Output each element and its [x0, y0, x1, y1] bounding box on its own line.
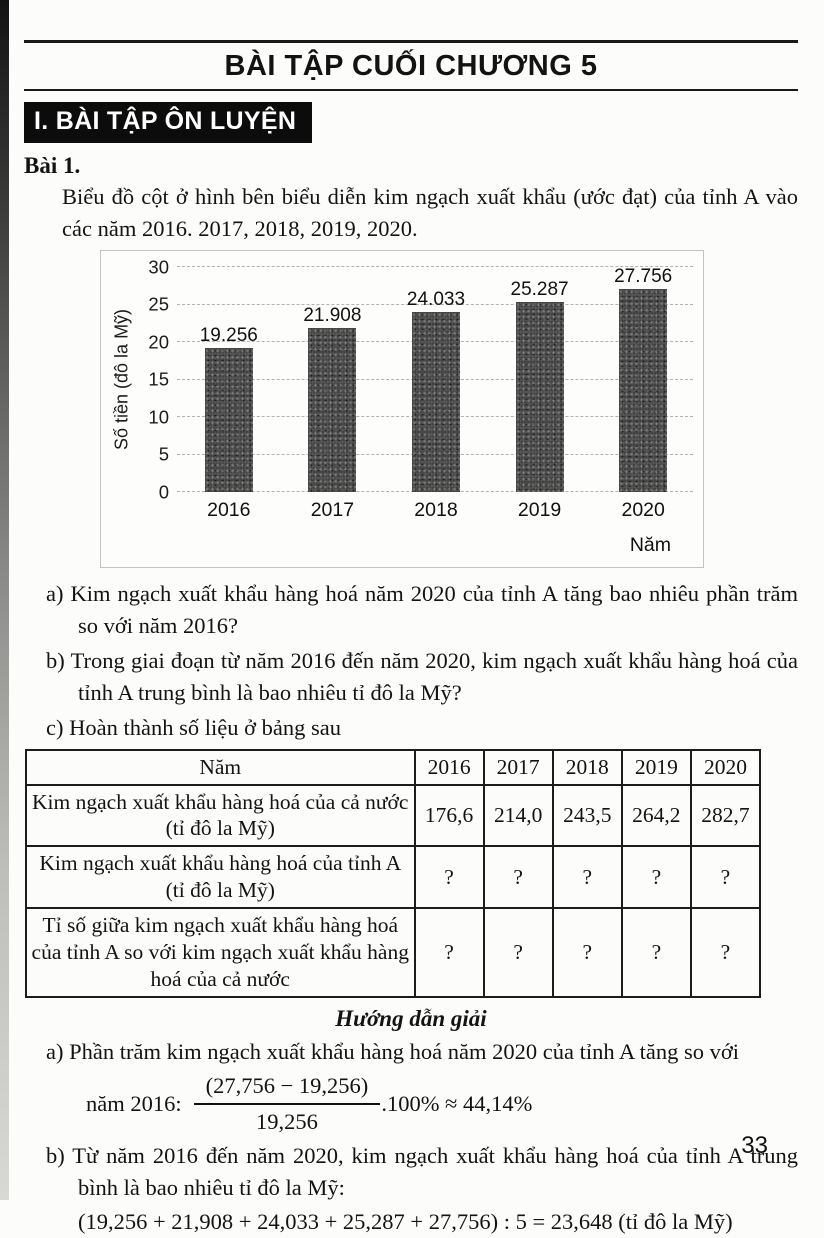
solution-a-body: Phần trăm kim ngạch xuất khẩu hàng hoá n…	[69, 1038, 740, 1064]
table-header-2020: 2020	[689, 748, 762, 786]
chart-bar-2019	[515, 302, 564, 492]
x-tick-label: 2020	[621, 499, 665, 521]
gridline	[177, 303, 693, 305]
question-b-text: Trong giai đoạn từ năm 2016 đến năm 2020…	[70, 647, 799, 705]
y-tick-label: 15	[148, 368, 169, 390]
x-tick-label: 2018	[414, 499, 458, 521]
cell: 214,0	[482, 783, 554, 848]
page-content: BÀI TẬP CUỐI CHƯƠNG 5 I. BÀI TẬP ÔN LUYỆ…	[24, 0, 798, 1238]
chart-body: Số tiền (đô la Mỹ) 0 5 10 15 20 25 30 19.256 21…	[107, 257, 695, 563]
bar-slot-2017: 21.908	[281, 267, 385, 492]
cell: ?	[689, 845, 762, 910]
bar-value-label: 25.287	[510, 279, 569, 301]
y-axis-title: Số tiền (đô la Mỹ)	[111, 308, 132, 451]
solution-a-formula: năm 2016: (27,756 − 19,256) 19,256 .100%…	[86, 1072, 798, 1136]
cell: ?	[551, 845, 623, 910]
x-tick-label: 2019	[517, 499, 562, 521]
gridline	[177, 266, 693, 267]
cell: ?	[482, 845, 554, 910]
cell: 264,2	[620, 783, 692, 848]
page-number: 33	[741, 1132, 768, 1159]
cell: 282,7	[689, 783, 762, 848]
bar-slot-2018: 24.033	[384, 267, 488, 492]
x-tick-label: 2016	[207, 499, 251, 521]
y-tick-label: 10	[148, 405, 169, 427]
row-label: Kim ngạch xuất khẩu hàng hoá của cả nước…	[25, 783, 416, 848]
y-tick-label: 30	[148, 255, 169, 277]
cell: ?	[620, 907, 692, 998]
x-axis-title: Năm	[629, 534, 671, 556]
bar-value-label: 19.256	[199, 324, 258, 346]
solution-a-label: a)	[46, 1038, 64, 1064]
question-c-text: Hoàn thành số liệu ở bảng sau	[69, 714, 341, 740]
question-a-label: a)	[46, 581, 64, 606]
bars-row: 19.256 21.908 24.033 25.287 27.756	[177, 267, 695, 492]
cell: 176,6	[413, 783, 485, 848]
cell: 243,5	[551, 783, 623, 848]
fraction-numerator: (27,756 − 19,256)	[193, 1072, 381, 1105]
chart-bar-2017	[308, 327, 357, 492]
bar-slot-2020: 27.756	[591, 267, 695, 492]
table-header-row: Năm 2016 2017 2018 2019 2020	[25, 748, 762, 786]
y-tick-label: 0	[158, 480, 169, 502]
formula-prefix: năm 2016:	[86, 1090, 182, 1116]
chart-bar-2018	[411, 311, 460, 492]
data-table: Năm 2016 2017 2018 2019 2020 Kim ngạch x…	[25, 748, 762, 998]
book-binding-shadow	[0, 0, 9, 1200]
bar-chart-figure: Số tiền (đô la Mỹ) 0 5 10 15 20 25 30 19.256 21…	[100, 250, 704, 568]
fraction-denominator: 19,256	[256, 1108, 318, 1134]
table-row: Kim ngạch xuất khẩu hàng hoá của tỉnh A …	[25, 845, 762, 910]
cell: ?	[551, 907, 623, 998]
exercise-label: Bài 1.	[24, 153, 81, 178]
cell: ?	[620, 845, 692, 910]
top-rule	[24, 40, 798, 43]
table-row: Kim ngạch xuất khẩu hàng hoá của cả nước…	[25, 783, 762, 848]
bar-slot-2016: 19.256	[177, 267, 281, 492]
exercise-intro: Biểu đồ cột ở hình bên biểu diễn kim ngạ…	[62, 184, 798, 241]
chart-bar-2016	[204, 347, 253, 492]
row-label: Tỉ số giữa kim ngạch xuất khẩu hàng hoá …	[25, 907, 416, 998]
y-tick-label: 20	[148, 330, 169, 352]
x-axis-ticks: 2016 2017 2018 2019 2020	[177, 492, 695, 522]
formula-suffix: .100% ≈ 44,14%	[381, 1090, 533, 1116]
question-b-label: b)	[46, 647, 65, 673]
cell: ?	[689, 907, 762, 998]
table-header-2017: 2017	[482, 748, 554, 786]
table-header-nam: Năm	[25, 748, 416, 786]
y-tick-label: 5	[158, 443, 169, 465]
question-c: c) Hoàn thành số liệu ở bảng sau	[46, 712, 798, 744]
solution-b-body: Từ năm 2016 đến năm 2020, kim ngạch xuất…	[72, 1142, 798, 1200]
x-tick-label: 2017	[310, 499, 355, 521]
cell: ?	[413, 845, 485, 910]
chart-bar-2020	[619, 289, 668, 492]
bar-value-label: 27.756	[614, 266, 673, 287]
y-tick-label: 25	[148, 293, 169, 315]
plot-column: 19.256 21.908 24.033 25.287 27.756 2016 2017 2…	[177, 266, 695, 563]
solution-title: Hướng dẫn giải	[335, 1005, 487, 1031]
table-header-2016: 2016	[413, 748, 485, 786]
cell: ?	[413, 907, 485, 998]
cell: ?	[482, 907, 554, 998]
table-header-2019: 2019	[620, 748, 692, 786]
question-a-text: Kim ngạch xuất khẩu hàng hoá năm 2020 củ…	[70, 581, 799, 638]
chapter-title: BÀI TẬP CUỐI CHƯƠNG 5	[224, 50, 598, 82]
fraction: (27,756 − 19,256) 19,256	[193, 1072, 381, 1136]
title-underline-rule	[24, 89, 798, 91]
question-a: a) Kim ngạch xuất khẩu hàng hoá năm 2020…	[46, 578, 798, 642]
question-b: b) Trong giai đoạn từ năm 2016 đến năm 2…	[46, 645, 798, 709]
question-c-label: c)	[46, 714, 64, 740]
solution-b-equation: (19,256 + 21,908 + 24,033 + 25,287 + 27,…	[78, 1208, 733, 1234]
bar-value-label: 24.033	[406, 288, 466, 310]
solution-b-label: b)	[46, 1142, 65, 1168]
y-axis-ticks: 0 5 10 15 20 25 30	[137, 257, 177, 500]
row-label: Kim ngạch xuất khẩu hàng hoá của tỉnh A …	[25, 845, 416, 910]
bar-value-label: 21.908	[303, 304, 362, 326]
plot-area: 19.256 21.908 24.033 25.287 27.756	[177, 266, 695, 492]
table-row: Tỉ số giữa kim ngạch xuất khẩu hàng hoá …	[25, 907, 762, 998]
solution-b-text: b) Từ năm 2016 đến năm 2020, kim ngạch x…	[46, 1140, 798, 1204]
solution-a-text: a) Phần trăm kim ngạch xuất khẩu hàng ho…	[46, 1036, 798, 1068]
section-banner: I. BÀI TẬP ÔN LUYỆN	[24, 102, 313, 143]
bar-slot-2019: 25.287	[488, 267, 592, 492]
table-header-2018: 2018	[551, 748, 623, 786]
